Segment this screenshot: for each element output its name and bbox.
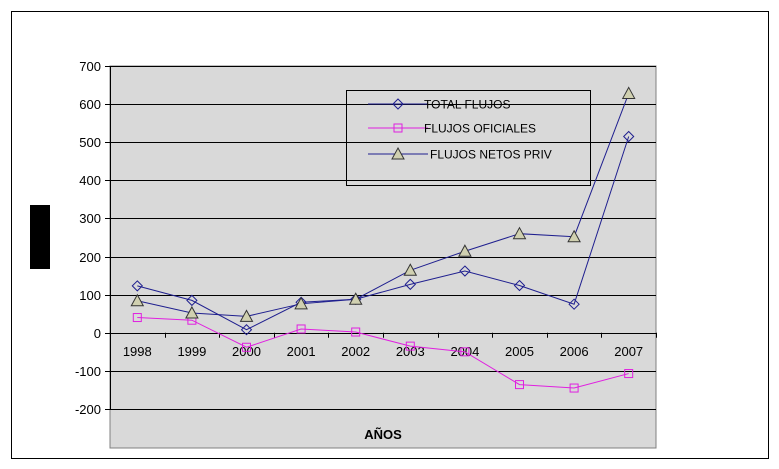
series-line-3 [137,93,630,317]
data-point [512,226,527,240]
data-point [568,298,580,310]
data-point [567,229,581,243]
y-tick-label: -200 [75,402,101,417]
data-point [569,383,579,393]
data-point [513,279,526,292]
x-tick-label: 2006 [560,344,589,359]
legend-label: TOTAL FLUJOS [424,98,510,112]
data-point [348,292,363,305]
data-point [186,294,198,307]
x-tick-label: 2003 [396,344,425,359]
y-tick-label: 300 [79,211,101,226]
legend-marker [391,146,405,160]
x-tick-label: 2002 [341,344,370,359]
data-point [296,324,306,334]
legend: TOTAL FLUJOS FLUJOS OFICIALES FLUJOS NETOS… [368,98,552,162]
y-tick-label: 0 [94,326,101,341]
y-tick-label: 200 [79,250,101,265]
data-point [185,305,199,319]
data-point [404,278,417,291]
data-point [239,309,254,322]
legend-marker [393,123,403,133]
data-point [240,324,253,336]
y-tick-label: 600 [79,97,101,112]
data-point [621,86,636,99]
x-axis-title: AÑOS [364,427,402,442]
data-point [351,327,361,337]
data-point [403,263,418,276]
data-point [515,380,524,390]
data-point [622,130,635,143]
series-line-2 [137,317,629,389]
x-tick-label: 1999 [177,344,206,359]
redaction-block [30,205,50,269]
data-point [405,341,415,351]
data-point [130,293,145,307]
data-point [459,265,471,277]
legend-box [346,90,591,186]
data-point [458,244,472,257]
x-tick-label: 1998 [123,344,152,359]
data-point [624,369,634,379]
x-tick-label: 2007 [614,344,643,359]
data-point [131,280,144,292]
data-point [132,313,142,323]
legend-label: FLUJOS NETOS PRIV [430,148,552,162]
y-tick-label: 400 [79,173,101,188]
data-point [294,296,308,310]
data-point [242,342,251,352]
data-point [460,347,470,357]
y-tick-label: 500 [79,135,101,150]
x-tick-label: 2004 [450,344,479,359]
x-tick-label: 2001 [287,344,316,359]
x-tick-label: 2005 [505,344,534,359]
y-tick-label: 700 [79,59,101,74]
legend-label: FLUJOS OFICIALES [424,122,536,136]
legend-marker [392,98,404,110]
y-tick-label: -100 [75,364,101,379]
y-tick-label: 100 [79,288,101,303]
